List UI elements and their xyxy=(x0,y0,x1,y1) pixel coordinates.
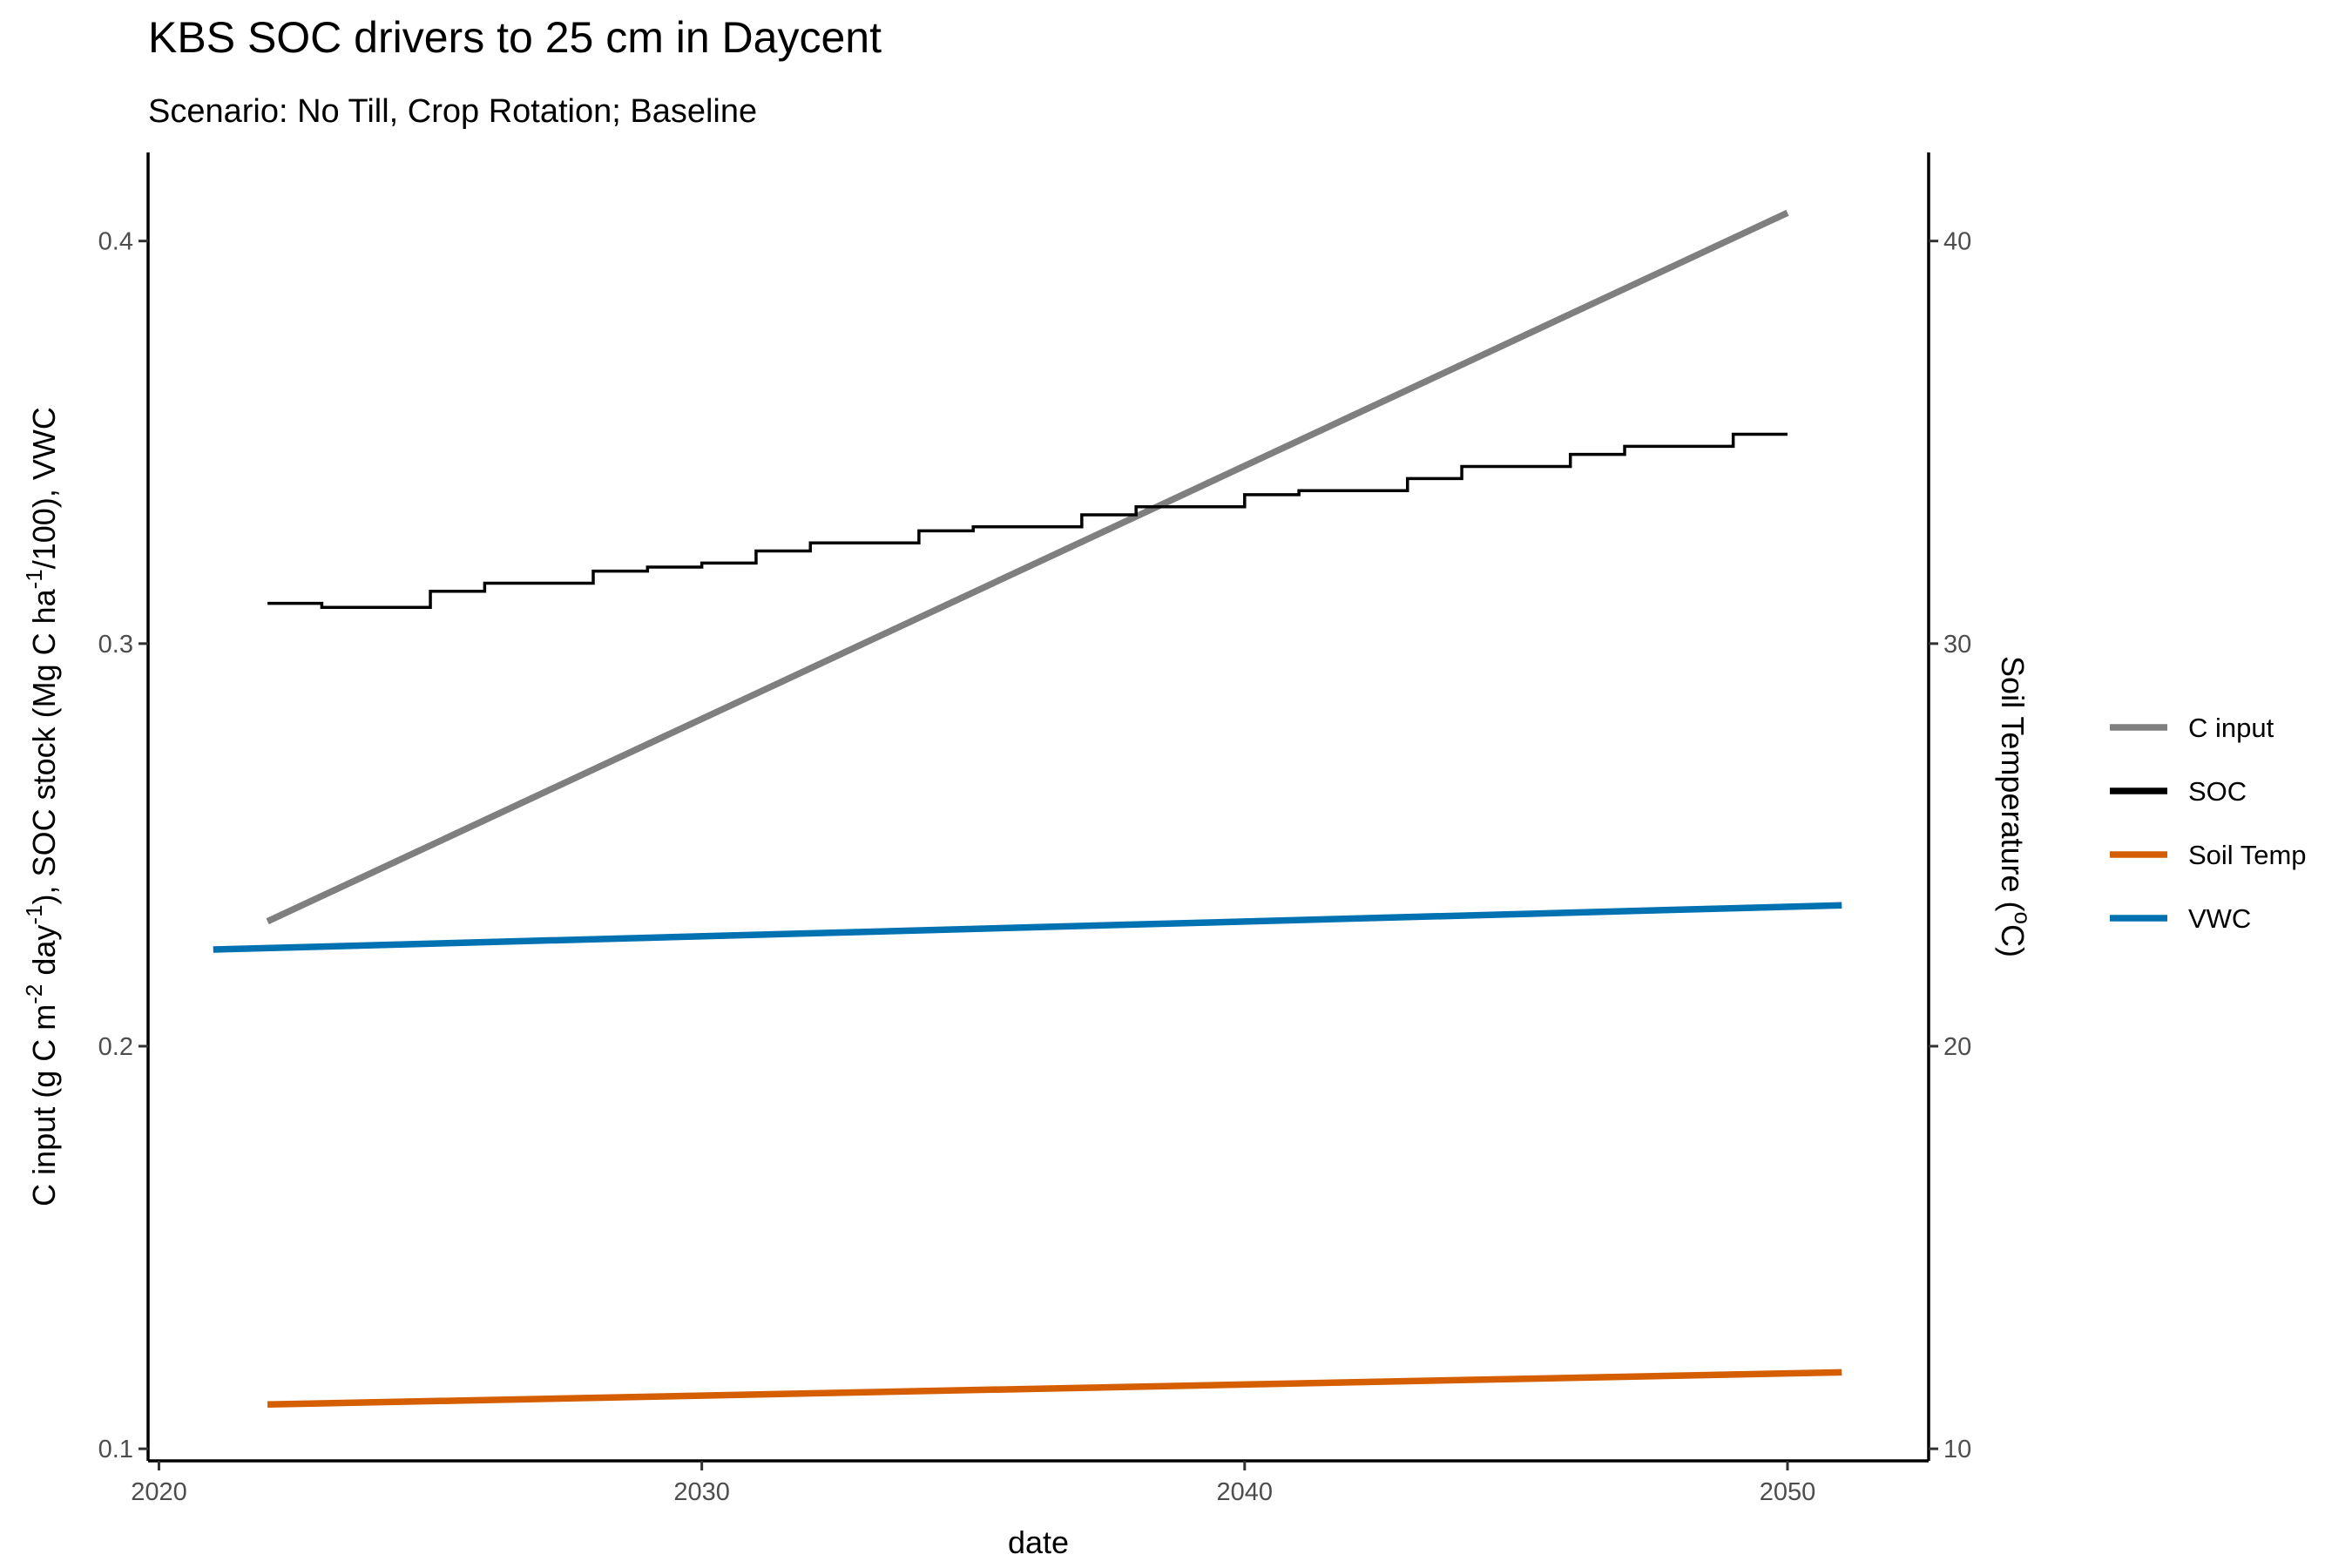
x-tick-label: 2030 xyxy=(673,1478,730,1506)
series-line-soil-temp xyxy=(267,1369,1842,1409)
y-tick-label: 0.3 xyxy=(98,631,133,659)
chart-title: KBS SOC drivers to 25 cm in Daycent xyxy=(148,13,882,62)
x-tick-label: 2040 xyxy=(1217,1478,1274,1506)
y2-axis-title: Soil Temperature (oC) xyxy=(1995,656,2036,957)
legend-label-soc: SOC xyxy=(2188,776,2247,807)
y-tick-label: 0.2 xyxy=(98,1033,133,1061)
x-axis-title: date xyxy=(1008,1524,1069,1560)
y2-tick-label: 20 xyxy=(1943,1033,1971,1061)
legend-label-c-input: C input xyxy=(2188,713,2274,743)
y-tick-label: 0.1 xyxy=(98,1436,133,1463)
legend-label-soil-temp: Soil Temp xyxy=(2188,840,2307,870)
legend-label-vwc: VWC xyxy=(2188,903,2251,934)
x-tick-label: 2020 xyxy=(131,1478,187,1506)
series-line-soc xyxy=(267,432,1788,609)
legend: C input SOC Soil Temp VWC xyxy=(2110,713,2307,934)
y2-tick-label: 10 xyxy=(1943,1436,1971,1463)
y-tick-label: 0.4 xyxy=(98,228,133,256)
y-axis-title: C input (g C m-2 day-1), SOC stock (Mg C… xyxy=(21,407,62,1206)
series-line-vwc xyxy=(213,902,1842,953)
x-tick-label: 2050 xyxy=(1760,1478,1816,1506)
series-line-c-input xyxy=(266,209,1789,925)
y2-tick-label: 40 xyxy=(1943,228,1971,256)
y2-tick-label: 30 xyxy=(1943,631,1971,659)
plot-area xyxy=(213,209,1842,1409)
chart-subtitle: Scenario: No Till, Crop Rotation; Baseli… xyxy=(148,93,757,130)
